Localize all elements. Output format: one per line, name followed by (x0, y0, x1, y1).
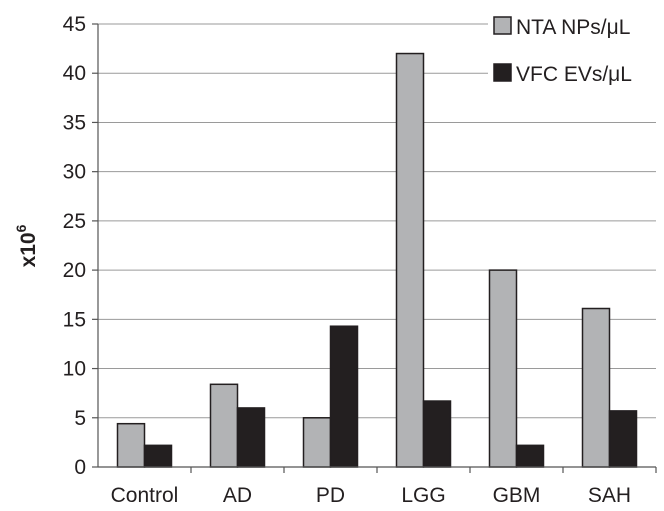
y-axis-label: x106 (13, 224, 40, 267)
y-tick-label: 0 (74, 456, 86, 479)
bar-vfc-sah (608, 410, 638, 468)
y-tick-label: 5 (74, 407, 86, 430)
y-tick-label: 25 (63, 210, 86, 233)
bar-vfc-control (143, 444, 173, 468)
x-category-label: SAH (588, 484, 631, 507)
x-category-label: AD (223, 484, 252, 507)
bar-nta-ad (209, 383, 239, 468)
bar-vfc-lgg (422, 400, 452, 468)
x-category-label: LGG (401, 484, 445, 507)
legend-swatch (493, 63, 512, 82)
bar-vfc-gbm (515, 444, 545, 468)
y-tick-label: 35 (63, 111, 86, 134)
bar-vfc-pd (329, 325, 359, 468)
legend-swatch (493, 16, 512, 35)
legend-label: NTA NPs/μL (516, 16, 630, 39)
y-tick-label: 20 (63, 259, 86, 282)
legend-background (488, 5, 660, 81)
y-tick-label: 30 (63, 161, 86, 184)
axes (97, 24, 656, 468)
bar-vfc-ad (236, 407, 266, 468)
y-axis-ticks: 0 5 10 15 20 25 30 35 40 45 (63, 13, 98, 479)
legend-label: VFC EVs/μL (516, 63, 632, 86)
y-tick-label: 45 (63, 13, 86, 36)
x-category-label: GBM (493, 484, 541, 507)
x-category-label: Control (111, 484, 179, 507)
bar-nta-control (116, 422, 146, 468)
x-category-label: PD (316, 484, 345, 507)
bar-nta-gbm (488, 269, 518, 468)
bar-nta-pd (302, 417, 332, 468)
bar-nta-sah (581, 307, 611, 468)
y-tick-label: 10 (63, 358, 86, 381)
y-tick-label: 15 (63, 308, 86, 331)
x-axis-categories: Control AD PD LGG GBM SAH (111, 467, 657, 507)
legend: NTA NPs/μL VFC EVs/μL (488, 5, 660, 86)
y-tick-label: 40 (63, 62, 86, 85)
grid-lines (98, 23, 656, 419)
bars (116, 52, 638, 468)
bar-nta-lgg (395, 52, 425, 468)
